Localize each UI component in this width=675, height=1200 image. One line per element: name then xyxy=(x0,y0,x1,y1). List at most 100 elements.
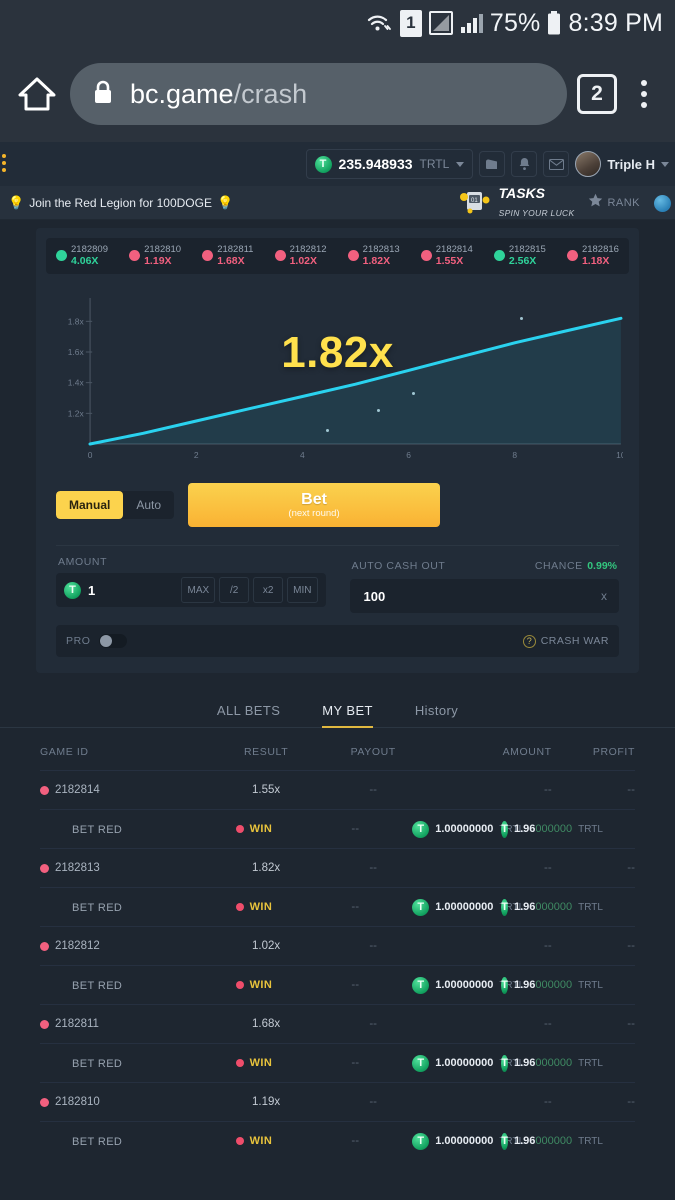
amount-currency: TRTL xyxy=(499,901,525,913)
result-label: WIN xyxy=(249,1135,273,1147)
url-bar[interactable]: bc.game/crash xyxy=(70,63,567,125)
url-domain: bc.game xyxy=(130,78,234,109)
url-text: bc.game/crash xyxy=(130,79,307,110)
player-cashout-dot xyxy=(377,409,381,413)
history-multiplier: 2.56X xyxy=(508,255,537,268)
amount-button-x2[interactable]: x2 xyxy=(253,577,284,603)
chevron-down-icon[interactable] xyxy=(456,161,465,167)
balance-display[interactable]: T 235.948933 TRTL xyxy=(305,149,474,179)
table-row-game[interactable]: 2182813 1.82x -- -- -- xyxy=(40,848,635,887)
pro-toggle[interactable] xyxy=(98,634,127,648)
history-dot xyxy=(347,250,359,262)
amount-cell: -- xyxy=(544,862,552,874)
amount-value: 1.00000000 xyxy=(435,1057,494,1069)
amount-button-min[interactable]: MIN xyxy=(287,577,318,603)
payout-cell: -- xyxy=(369,940,378,952)
username-label[interactable]: Triple H xyxy=(607,156,655,172)
payout-cell: -- xyxy=(351,901,360,913)
player-cashout-dot xyxy=(411,391,415,395)
table-row-bet[interactable]: BET RED WIN -- T 1.00000000 TRTL T 1.96000000 TR… xyxy=(40,1121,635,1160)
amount-button-max[interactable]: MAX xyxy=(181,577,216,603)
amount-label: AMOUNT xyxy=(58,556,108,568)
table-row-game[interactable]: 2182812 1.02x -- -- -- xyxy=(40,926,635,965)
profit-currency: TRTL xyxy=(578,979,603,991)
amount-field-group: AMOUNT T 1 MAX/2 x2 MIN xyxy=(56,556,326,613)
autocashout-input-value[interactable]: 100 xyxy=(363,588,386,604)
game-result-dot xyxy=(40,1097,49,1107)
amount-currency: TRTL xyxy=(499,1135,525,1147)
amount-currency: TRTL xyxy=(499,1057,525,1069)
table-header-amount: AMOUNT xyxy=(502,746,552,758)
bet-label-cell: BET RED xyxy=(72,898,198,916)
result-dot xyxy=(235,903,244,911)
history-item[interactable]: 2182811 1.68X xyxy=(202,244,253,268)
amount-value: 1.00000000 xyxy=(435,823,494,835)
game-id-label: 2182810 xyxy=(55,1096,100,1108)
table-row-bet[interactable]: BET RED WIN -- T 1.00000000 TRTL T 1.96000000 TR… xyxy=(40,809,635,848)
trtl-coin-icon: T xyxy=(501,820,508,838)
table-row-bet[interactable]: BET RED WIN -- T 1.00000000 TRTL T 1.96000000 TR… xyxy=(40,887,635,926)
chance-label: CHANCE xyxy=(534,560,583,572)
mode-auto-button[interactable]: Auto xyxy=(136,498,162,512)
amount-cell: T 1.00000000 TRTL xyxy=(400,976,525,994)
current-multiplier-label: 1.82x xyxy=(281,328,394,377)
table-row-bet[interactable]: BET RED WIN -- T 1.00000000 TRTL T 1.96000000 TR… xyxy=(40,965,635,1004)
history-item[interactable]: 2182812 1.02X xyxy=(274,244,327,268)
bet-label-cell: BET RED xyxy=(72,1132,198,1150)
profit-cell: -- xyxy=(627,1018,635,1030)
bulb-icon-right: 💡 xyxy=(216,194,234,210)
bell-icon[interactable] xyxy=(511,151,538,177)
amount-input-box[interactable]: T 1 MAX/2 x2 MIN xyxy=(56,573,326,607)
autocashout-input-box[interactable]: 100 x xyxy=(349,579,619,613)
promo-message[interactable]: 💡 Join the Red Legion for 100DOGE 💡 xyxy=(0,195,233,211)
table-row-bet[interactable]: BET RED WIN -- T 1.00000000 TRTL T 1.96000000 TR… xyxy=(40,1043,635,1082)
history-item[interactable]: 2182810 1.19X xyxy=(129,244,181,268)
svg-text:01: 01 xyxy=(471,198,478,204)
payout-cell: -- xyxy=(369,862,378,874)
amount-input-value[interactable]: 1 xyxy=(88,582,96,598)
bet-button-sublabel: (next round) xyxy=(288,507,340,519)
sim-1-icon: 1 xyxy=(399,9,422,37)
history-item[interactable]: 2182815 2.56X xyxy=(493,244,546,268)
bet-controls-row: Manual Auto Bet (next round) xyxy=(56,483,619,527)
history-multiplier: 1.68X xyxy=(217,255,245,268)
payout-cell: -- xyxy=(351,1135,360,1147)
signal-bars-icon xyxy=(460,11,484,35)
wallet-icon[interactable] xyxy=(479,151,506,177)
signal-weak-icon xyxy=(428,10,454,36)
bet-button[interactable]: Bet (next round) xyxy=(188,483,441,527)
svg-text:0: 0 xyxy=(88,451,93,460)
history-item[interactable]: 2182813 1.82X xyxy=(347,244,400,268)
user-menu-chevron-icon[interactable] xyxy=(661,161,669,167)
player-cashout-tag xyxy=(258,432,260,439)
rank-button[interactable]: RANK xyxy=(588,193,640,213)
pro-toggle-group[interactable]: PRO xyxy=(66,634,127,648)
tab-history[interactable]: History xyxy=(414,703,459,718)
tab-all-bets[interactable]: ALL BETS xyxy=(216,703,281,718)
game-id-cell: 2182811 xyxy=(40,1018,207,1030)
mail-icon[interactable] xyxy=(543,151,570,177)
table-row-game[interactable]: 2182814 1.55x -- -- -- xyxy=(40,770,635,809)
crash-war-button[interactable]: ? CRASH WAR xyxy=(522,634,609,648)
svg-text:2: 2 xyxy=(194,451,199,460)
avatar[interactable] xyxy=(575,151,602,177)
amount-button-2[interactable]: /2 xyxy=(219,577,250,603)
sidebar-toggle-icon[interactable] xyxy=(2,154,6,172)
kebab-menu-icon[interactable] xyxy=(627,80,661,108)
tasks-button[interactable]: 01 TASKS SPIN YOUR LUCK xyxy=(459,185,575,221)
table-row-game[interactable]: 2182810 1.19x -- -- -- xyxy=(40,1082,635,1121)
history-dot xyxy=(202,250,214,262)
history-item[interactable]: 2182814 1.55X xyxy=(420,244,473,268)
result-label: WIN xyxy=(249,901,273,913)
history-item[interactable]: 2182816 1.18X xyxy=(566,244,619,268)
mode-manual-button[interactable]: Manual xyxy=(56,491,124,519)
home-icon[interactable] xyxy=(14,74,60,114)
tab-my-bet[interactable]: MY BET xyxy=(322,703,373,728)
history-item[interactable]: 2182809 4.06X xyxy=(56,244,108,268)
bet-label-cell: BET RED xyxy=(72,820,198,838)
amount-currency: TRTL xyxy=(499,979,525,991)
table-row-game[interactable]: 2182811 1.68x -- -- -- xyxy=(40,1004,635,1043)
promo-edge-coin-icon[interactable] xyxy=(654,194,671,212)
game-result-dot xyxy=(40,1019,49,1029)
tab-count-button[interactable]: 2 xyxy=(577,74,617,114)
